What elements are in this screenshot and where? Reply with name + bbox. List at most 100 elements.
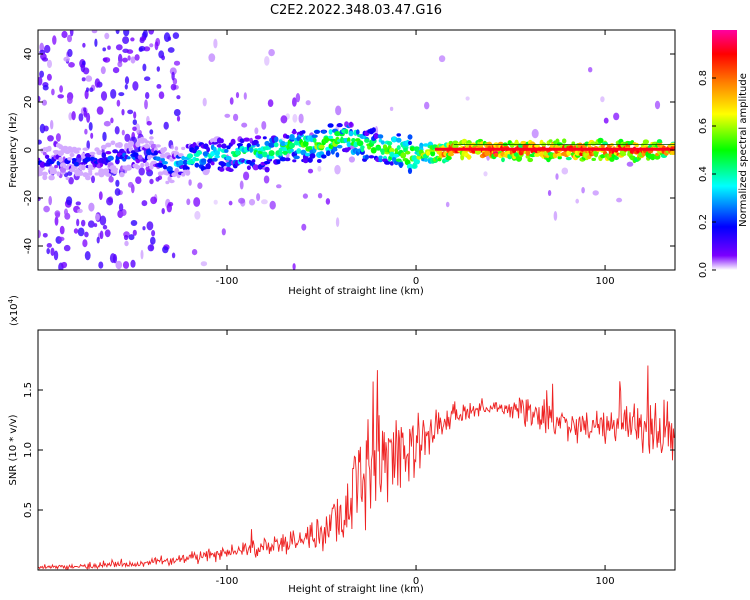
heatmap-speckle	[213, 199, 218, 205]
heatmap-speckle	[38, 229, 41, 239]
heatmap-cell	[72, 158, 77, 162]
heatmap-cell	[185, 166, 190, 171]
heatmap-cell	[149, 136, 154, 140]
heatmap-speckle	[50, 247, 55, 256]
spectrogram-heatmap	[38, 30, 675, 270]
heatmap-speckle	[224, 113, 231, 118]
heatmap-speckle	[38, 95, 41, 102]
heatmap-cell	[69, 152, 75, 158]
heatmap-cell	[214, 150, 220, 156]
colorbar-label: Normalized spectral amplitude	[738, 73, 749, 227]
heatmap-cell	[273, 142, 279, 148]
colorbar-tick-label: 0.2	[698, 214, 709, 230]
heatmap-speckle	[103, 120, 111, 127]
heatmap-cell	[391, 136, 398, 143]
heatmap-speckle	[132, 119, 137, 126]
heatmap-speckle	[616, 197, 623, 203]
heatmap-cell	[571, 141, 576, 146]
heatmap-cell	[181, 155, 186, 161]
heatmap-speckle	[121, 109, 125, 116]
heatmap-cell	[219, 138, 224, 144]
heatmap-speckle	[112, 67, 120, 74]
heatmap-cell	[335, 152, 340, 158]
heatmap-speckle	[47, 59, 52, 69]
heatmap-speckle	[144, 99, 148, 110]
heatmap-cell	[94, 172, 100, 176]
heatmap-speckle	[81, 77, 86, 82]
heatmap-cell	[557, 155, 562, 160]
heatmap-speckle	[280, 115, 288, 124]
heatmap-speckle	[121, 129, 125, 136]
heatmap-speckle	[162, 246, 169, 254]
heatmap-cell	[205, 163, 211, 170]
heatmap-speckle	[117, 61, 123, 68]
heatmap-speckle	[55, 133, 61, 142]
heatmap-speckle	[348, 156, 355, 163]
heatmap-speckle	[445, 201, 450, 208]
heatmap-speckle	[82, 67, 90, 75]
heatmap-cell	[307, 157, 313, 163]
heatmap-speckle	[99, 215, 107, 226]
heatmap-speckle	[110, 117, 114, 124]
heatmap-cell	[158, 162, 163, 167]
heatmap-speckle	[118, 92, 125, 97]
heatmap-cell	[290, 148, 294, 153]
heatmap-speckle	[44, 44, 51, 54]
heatmap-cell	[230, 138, 236, 145]
heatmap-speckle	[581, 187, 585, 194]
heatmap-speckle	[114, 188, 121, 196]
heatmap-cell	[221, 143, 227, 149]
heatmap-cell	[39, 166, 46, 171]
heatmap-speckle	[142, 30, 148, 39]
heatmap-speckle	[73, 228, 79, 234]
heatmap-cell	[321, 154, 327, 159]
heatmap-speckle	[94, 38, 98, 47]
snr-y-label: SNR (10 * v/v)	[8, 414, 19, 485]
colorbar-tick-label: 0.0	[698, 262, 709, 278]
heatmap-cell	[328, 135, 334, 139]
x-tick-label: 0	[413, 576, 419, 587]
x-tick-label: 0	[413, 276, 419, 287]
heatmap-cell	[155, 156, 161, 162]
heatmap-cell	[356, 129, 360, 135]
heatmap-cell	[181, 146, 186, 151]
heatmap-speckle	[98, 191, 103, 201]
heatmap-speckle	[115, 44, 123, 51]
heatmap-speckle	[243, 92, 247, 100]
heatmap-cell	[514, 139, 519, 145]
heatmap-speckle	[171, 71, 175, 81]
heatmap-speckle	[298, 113, 304, 124]
heatmap-speckle	[77, 208, 83, 214]
y-tick-label: 0	[23, 147, 34, 153]
heatmap-cell	[153, 150, 159, 156]
heatmap-cell	[395, 137, 402, 143]
spectrogram-x-ticks: -100 0 100	[216, 30, 615, 287]
heatmap-speckle	[167, 47, 175, 53]
heatmap-cell	[174, 146, 179, 151]
heatmap-speckle	[142, 226, 146, 231]
heatmap-cell	[105, 151, 112, 155]
heatmap-cell	[41, 171, 48, 176]
heatmap-speckle	[317, 193, 323, 199]
heatmap-speckle	[128, 234, 135, 241]
heatmap-cell	[54, 164, 59, 169]
snr-y-scale-note: (x104)	[7, 295, 20, 326]
heatmap-cell	[466, 154, 472, 160]
heatmap-speckle	[146, 221, 154, 231]
heatmap-cell	[126, 156, 131, 160]
heatmap-cell	[634, 142, 639, 148]
heatmap-speckle	[57, 94, 64, 99]
heatmap-cell	[527, 157, 534, 163]
heatmap-speckle	[43, 125, 49, 132]
heatmap-cell	[591, 157, 596, 161]
heatmap-speckle	[88, 122, 93, 131]
heatmap-cell	[360, 147, 365, 153]
heatmap-speckle	[103, 57, 111, 63]
heatmap-speckle	[154, 41, 159, 51]
colorbar-gradient	[712, 30, 737, 270]
heatmap-cell	[327, 123, 334, 128]
heatmap-speckle	[90, 132, 94, 139]
heatmap-speckle	[83, 110, 88, 118]
heatmap-cell	[293, 155, 300, 160]
heatmap-cell	[166, 166, 173, 172]
